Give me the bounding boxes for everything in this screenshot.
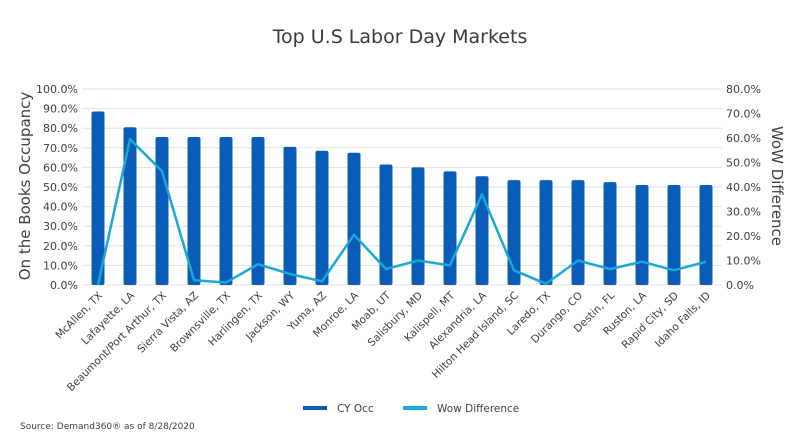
bar: [155, 137, 169, 285]
right-tick-label: 20.0%: [726, 230, 761, 243]
right-axis-ticks: 0.0% 10.0% 20.0% 30.0% 40.0% 50.0% 60.0% 70.0% 8…: [726, 83, 761, 292]
source-note: Source: Demand360® as of 8/28/2020: [20, 422, 195, 432]
bar: [603, 182, 617, 285]
line-series-wow-difference: [96, 137, 707, 286]
category-label: Alexandria, LA: [427, 289, 490, 352]
right-tick-label: 50.0%: [726, 157, 761, 170]
bar: [635, 185, 649, 285]
left-tick-label: 100.0%: [36, 83, 78, 96]
right-tick-label: 10.0%: [726, 255, 761, 268]
category-label: Idaho Falls, ID: [653, 290, 713, 350]
left-tick-label: 70.0%: [43, 142, 78, 155]
right-tick-label: 80.0%: [726, 83, 761, 96]
bar: [123, 127, 137, 285]
left-tick-label: 50.0%: [43, 181, 78, 194]
legend-swatch-wow-difference: [403, 406, 427, 410]
right-tick-label: 0.0%: [726, 279, 754, 292]
bar: [315, 150, 329, 285]
bar: [379, 164, 393, 285]
bar: [507, 180, 521, 285]
bar: [539, 180, 553, 285]
legend: CY Occ Wow Difference: [303, 403, 519, 415]
bar: [187, 137, 201, 285]
legend-label-cy-occ: CY Occ: [337, 403, 374, 415]
left-axis-ticks: 0.0% 10.0% 20.0% 30.0% 40.0% 50.0% 60.0% 70.0% 8…: [36, 83, 78, 292]
gridlines: [82, 88, 722, 286]
bar-series-cy-occ: [91, 111, 713, 285]
series-line: [96, 137, 707, 286]
bar: [699, 185, 713, 285]
bar: [571, 180, 585, 285]
left-tick-label: 20.0%: [43, 240, 78, 253]
left-tick-label: 40.0%: [43, 201, 78, 214]
left-tick-label: 0.0%: [50, 279, 78, 292]
bar: [411, 167, 425, 285]
bar: [219, 137, 233, 285]
left-tick-label: 80.0%: [43, 122, 78, 135]
chart-title: Top U.S Labor Day Markets: [272, 26, 528, 48]
bar: [667, 185, 681, 285]
legend-label-wow-difference: Wow Difference: [437, 403, 519, 415]
left-axis-title: On the Books Occupancy: [16, 92, 34, 281]
category-label: Rapid City, SD: [620, 290, 682, 352]
right-tick-label: 30.0%: [726, 206, 761, 219]
left-tick-label: 10.0%: [43, 259, 78, 272]
right-axis-title: WoW Difference: [768, 126, 786, 246]
left-tick-label: 90.0%: [43, 103, 78, 116]
bar: [443, 171, 457, 285]
left-tick-label: 30.0%: [43, 220, 78, 233]
right-tick-label: 40.0%: [726, 181, 761, 194]
legend-swatch-cy-occ: [303, 406, 327, 410]
right-tick-label: 60.0%: [726, 132, 761, 145]
bar: [251, 137, 265, 285]
right-tick-label: 70.0%: [726, 108, 761, 121]
bar: [283, 146, 297, 285]
bar: [347, 152, 361, 285]
left-tick-label: 60.0%: [43, 161, 78, 174]
bar: [91, 111, 105, 285]
bar: [475, 176, 489, 285]
